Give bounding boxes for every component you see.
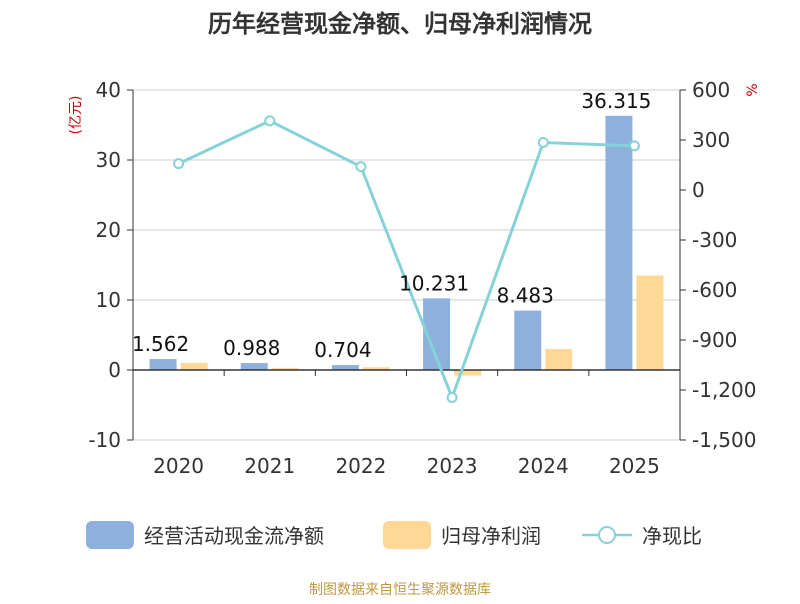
y-axis-left-label: (亿元) <box>68 96 84 135</box>
legend: 经营活动现金流净额 归母净利润 净现比 <box>86 521 702 549</box>
y-left-tick-label: -10 <box>88 428 121 452</box>
legend-swatch-net-profit <box>383 521 431 549</box>
legend-swatch-cashflow <box>86 521 134 549</box>
ratio-point <box>537 137 549 148</box>
x-tick-label: 2022 <box>335 454 386 478</box>
x-tick-label: 2023 <box>427 454 478 478</box>
bar-data-label: 0.704 <box>314 338 371 362</box>
legend-label-ratio: 净现比 <box>642 524 702 548</box>
bar-operating-cashflow <box>514 310 542 370</box>
ratio-point <box>264 115 276 127</box>
x-axis-ticks: 2020 2021 2022 2023 2024 2025 <box>132 370 681 478</box>
bar-net-profit <box>545 349 573 370</box>
data-labels: 1.562 0.988 0.704 10.231 8.483 36.315 <box>132 89 651 362</box>
grid <box>133 89 680 441</box>
y-left-tick-label: 20 <box>96 218 121 242</box>
y-right-tick-label: -900 <box>692 328 737 352</box>
x-tick-label: 2025 <box>609 454 660 478</box>
y-axis-left-ticks: -10 0 10 20 30 40 <box>88 78 133 452</box>
ratio-point <box>628 140 640 152</box>
x-tick-label: 2024 <box>518 454 569 478</box>
bar-net-profit <box>454 370 482 376</box>
y-right-tick-label: -1,500 <box>692 428 756 452</box>
bar-net-profit <box>271 367 299 370</box>
y-right-tick-label: 0 <box>692 178 705 202</box>
y-left-tick-label: 40 <box>96 78 121 102</box>
chart-title: 历年经营现金净额、归母净利润情况 <box>208 10 592 38</box>
bar-data-label: 0.988 <box>223 336 280 360</box>
x-tick-label: 2020 <box>153 454 204 478</box>
bar-data-label: 36.315 <box>581 89 651 113</box>
y-right-tick-label: -300 <box>692 228 737 252</box>
ratio-line <box>173 115 640 403</box>
y-left-tick-label: 30 <box>96 148 121 172</box>
ratio-line-path <box>177 119 635 402</box>
bar-operating-cashflow <box>149 359 177 370</box>
y-left-tick-label: 10 <box>96 288 121 312</box>
bar-operating-cashflow <box>331 365 359 370</box>
bar-operating-cashflow <box>240 363 268 370</box>
bar-net-profit <box>180 363 208 370</box>
y-right-tick-label: -1,200 <box>692 378 756 402</box>
bar-data-label: 10.231 <box>399 271 469 295</box>
ratio-point <box>173 158 185 170</box>
y-right-tick-label: 600 <box>692 78 730 102</box>
axes <box>132 90 681 440</box>
x-tick-label: 2021 <box>244 454 295 478</box>
bar-operating-cashflow <box>605 115 633 370</box>
legend-label-cashflow: 经营活动现金流净额 <box>144 524 324 548</box>
source-footer: 制图数据来自恒生聚源数据库 <box>309 582 491 598</box>
bar-data-label: 1.562 <box>132 332 189 356</box>
y-axis-right-label: % <box>745 83 761 96</box>
ratio-point <box>355 161 367 173</box>
y-right-tick-label: 300 <box>692 128 730 152</box>
bar-data-label: 8.483 <box>497 284 554 308</box>
bar-net-profit <box>362 367 390 370</box>
y-left-tick-label: 0 <box>108 358 121 382</box>
y-axis-right-ticks: -1,500 -1,200 -900 -600 -300 0 300 600 <box>680 78 756 452</box>
bar-net-profit <box>636 275 664 370</box>
y-right-tick-label: -600 <box>692 278 737 302</box>
legend-marker-ratio <box>598 526 616 544</box>
legend-label-net-profit: 归母净利润 <box>441 524 541 548</box>
ratio-point <box>446 392 458 403</box>
